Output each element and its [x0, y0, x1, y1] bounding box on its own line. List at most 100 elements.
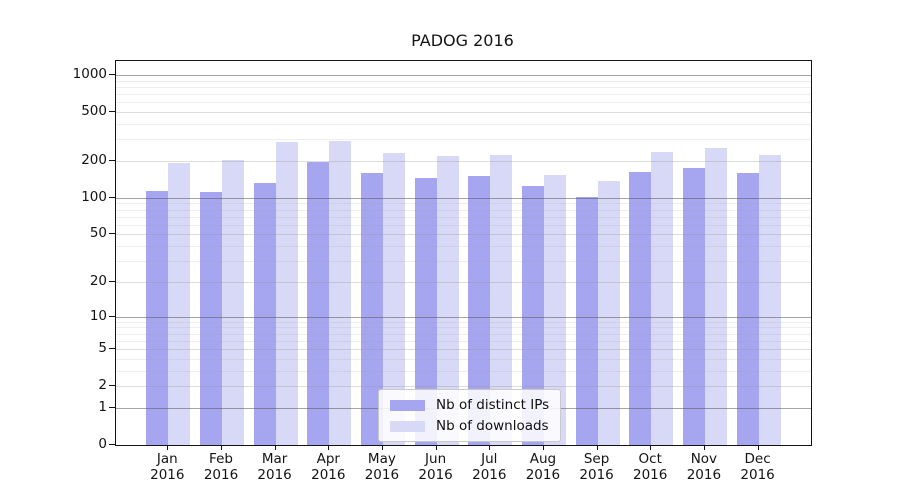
y-tick-label: 500 — [81, 103, 107, 120]
x-tick-label-nov: Nov 2016 — [686, 451, 722, 483]
minor-gridline — [116, 80, 811, 82]
gridline-1000 — [116, 75, 811, 76]
gridline-100 — [116, 197, 811, 199]
bar-distinct-ips — [199, 192, 222, 445]
y-tick-label: 20 — [89, 272, 107, 289]
bar-downloads — [221, 160, 244, 445]
bar-distinct-ips — [521, 186, 544, 445]
bars-layer — [116, 61, 811, 445]
gridline-200 — [116, 161, 811, 162]
y-tick-label: 5 — [98, 340, 107, 356]
x-tick-label-oct: Oct 2016 — [633, 451, 668, 483]
minor-gridline — [116, 358, 811, 360]
gridline-20 — [116, 281, 811, 283]
y-tick-mark — [109, 315, 115, 317]
legend-swatch-distinct-ips — [390, 399, 425, 411]
minor-gridline — [116, 327, 811, 329]
minor-gridline — [116, 333, 811, 335]
bar-distinct-ips — [146, 191, 169, 445]
x-tick-mark — [542, 445, 544, 450]
minor-gridline — [116, 224, 811, 226]
x-tick-label-may: May 2016 — [364, 451, 400, 483]
x-tick-mark — [596, 445, 598, 450]
y-tick-mark — [109, 111, 115, 113]
legend: Nb of distinct IPs Nb of downloads — [378, 389, 562, 442]
x-tick-label-sep: Sep 2016 — [579, 451, 614, 483]
minor-gridline — [116, 216, 811, 218]
y-tick-mark — [109, 385, 115, 387]
x-tick-label-jul: Jul 2016 — [472, 451, 507, 483]
chart-title: PADOG 2016 — [411, 31, 514, 50]
x-tick-mark — [489, 445, 491, 450]
minor-gridline — [116, 246, 811, 248]
legend-item-downloads: Nb of downloads — [390, 418, 549, 434]
bar-downloads — [758, 154, 781, 445]
y-tick-mark — [109, 74, 115, 75]
minor-gridline — [116, 340, 811, 342]
gridline-5 — [116, 349, 811, 350]
x-tick-label-apr: Apr 2016 — [311, 451, 346, 483]
gridline-2 — [116, 386, 811, 388]
gridline-50 — [116, 234, 811, 236]
legend-label-distinct-ips: Nb of distinct IPs — [436, 397, 550, 413]
bar-downloads — [168, 163, 191, 445]
bar-distinct-ips — [736, 172, 759, 445]
bar-downloads — [382, 153, 405, 445]
x-tick-mark — [703, 445, 705, 450]
bar-distinct-ips — [575, 197, 598, 445]
bar-distinct-ips — [414, 177, 437, 445]
minor-gridline — [116, 370, 811, 372]
y-tick-mark — [109, 280, 115, 282]
bar-downloads — [275, 141, 298, 445]
minor-gridline — [116, 86, 811, 88]
minor-gridline — [116, 203, 811, 205]
x-tick-mark — [757, 445, 759, 450]
y-tick-mark — [109, 406, 115, 408]
legend-swatch-downloads — [390, 420, 425, 432]
bar-downloads — [329, 140, 352, 445]
minor-gridline — [116, 261, 811, 263]
y-tick-label: 100 — [81, 188, 107, 205]
y-tick-mark — [109, 348, 115, 349]
bar-distinct-ips — [629, 171, 652, 445]
x-tick-label-mar: Mar 2016 — [257, 451, 292, 483]
x-tick-label-dec: Dec 2016 — [740, 451, 775, 483]
bar-downloads — [651, 152, 674, 445]
y-tick-label: 10 — [89, 307, 107, 324]
y-tick-label: 2 — [98, 377, 107, 394]
bar-distinct-ips — [360, 172, 383, 445]
y-tick-mark — [109, 160, 115, 161]
y-tick-label: 200 — [81, 152, 107, 168]
minor-gridline — [116, 102, 811, 104]
x-tick-mark — [328, 445, 330, 450]
y-tick-mark — [109, 444, 115, 445]
grid-layer — [116, 61, 811, 445]
plot-area: Nb of distinct IPs Nb of downloads — [115, 60, 812, 446]
x-tick-label-jan: Jan 2016 — [150, 451, 185, 483]
x-tick-mark — [435, 445, 437, 450]
bar-downloads — [543, 174, 566, 445]
bar-downloads — [436, 155, 459, 445]
minor-gridline — [116, 209, 811, 211]
legend-item-distinct-ips: Nb of distinct IPs — [390, 397, 549, 413]
bar-distinct-ips — [468, 176, 491, 445]
x-tick-label-feb: Feb 2016 — [203, 451, 239, 483]
x-tick-mark — [221, 445, 222, 450]
x-tick-mark — [650, 445, 652, 450]
x-tick-mark — [167, 445, 169, 450]
y-tick-mark — [109, 233, 115, 235]
y-tick-label: 0 — [98, 436, 107, 452]
minor-gridline — [116, 94, 811, 96]
legend-label-downloads: Nb of downloads — [436, 418, 549, 434]
y-tick-label: 1000 — [72, 66, 107, 82]
y-tick-label: 50 — [89, 225, 107, 242]
minor-gridline — [116, 139, 811, 141]
minor-gridline — [116, 321, 811, 323]
y-tick-mark — [109, 196, 115, 198]
x-tick-label-jun: Jun 2016 — [418, 451, 453, 483]
gridline-10 — [116, 316, 811, 318]
x-tick-mark — [381, 445, 383, 450]
gridline-500 — [116, 112, 811, 114]
bar-downloads — [597, 181, 620, 445]
